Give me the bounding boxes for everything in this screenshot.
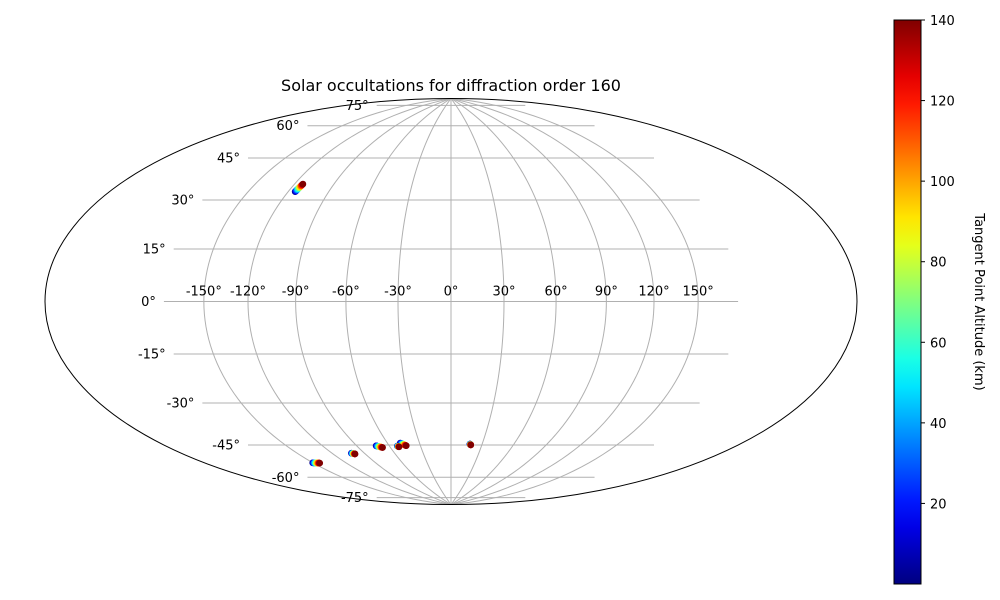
longitude-tick-labels: -150° -120° -90° -60° -30° 0° 30° 60° 90° 120° 150…: [186, 285, 714, 300]
occultation-track: [291, 180, 307, 196]
colorbar-gradient: [893, 19, 922, 585]
latitude-tick-label: -30°: [167, 397, 195, 412]
data-point: [467, 441, 475, 449]
longitude-tick-label: 30°: [492, 285, 515, 300]
data-point: [316, 459, 324, 467]
colorbar-tick-label: 80: [930, 256, 947, 271]
map-grid: [44, 98, 858, 505]
map-outline: [44, 98, 858, 505]
data-point: [351, 450, 359, 458]
colorbar-tick-label: 60: [930, 336, 947, 351]
longitude-tick-label: 120°: [638, 285, 669, 300]
longitude-tick-label: -150°: [186, 285, 222, 300]
latitude-tick-label: 45°: [217, 151, 240, 166]
latitude-tick-label: -75°: [341, 491, 369, 506]
latitude-tick-label: 75°: [346, 99, 369, 114]
colorbar: 20 40 60 80 100 120 140 Tangent Point Altitude …: [893, 14, 986, 585]
occultation-track: [372, 442, 386, 451]
colorbar-tick-label: 100: [930, 175, 955, 190]
latitude-tick-label: -15°: [138, 348, 166, 363]
occultation-track: [348, 449, 359, 458]
longitude-tick-label: 60°: [545, 285, 568, 300]
data-point: [395, 443, 403, 451]
occultation-track: [394, 442, 403, 451]
colorbar-tick-label: 40: [930, 417, 947, 432]
longitude-tick-label: -30°: [384, 285, 412, 300]
latitude-tick-label: -45°: [212, 439, 240, 454]
longitude-tick-label: 0°: [444, 285, 459, 300]
longitude-tick-label: -120°: [230, 285, 266, 300]
latitude-tick-label: 0°: [141, 295, 156, 310]
longitude-tick-label: 150°: [682, 285, 713, 300]
occultation-track: [309, 459, 324, 467]
longitude-tick-label: -60°: [332, 285, 360, 300]
colorbar-label: Tangent Point Altitude (km): [971, 212, 986, 390]
longitude-tick-label: 90°: [595, 285, 618, 300]
longitude-tick-label: -90°: [282, 285, 310, 300]
data-point: [299, 180, 307, 188]
colorbar-tick-label: 20: [930, 497, 947, 512]
latitude-tick-labels: -75° -60° -45° -30° -15° 0° 15° 30° 45° 60° 75°: [138, 99, 369, 506]
colorbar-tick-label: 120: [930, 95, 955, 110]
occultation-track: [466, 440, 475, 449]
data-points: [291, 180, 475, 467]
data-point: [379, 444, 386, 451]
data-point: [402, 442, 410, 450]
latitude-tick-label: 60°: [276, 119, 299, 134]
colorbar-tick-label: 140: [930, 14, 955, 29]
chart-title: Solar occultations for diffraction order…: [281, 76, 621, 95]
latitude-tick-label: 30°: [171, 194, 194, 209]
latitude-tick-label: -60°: [272, 471, 300, 486]
latitude-tick-label: 15°: [143, 242, 166, 257]
